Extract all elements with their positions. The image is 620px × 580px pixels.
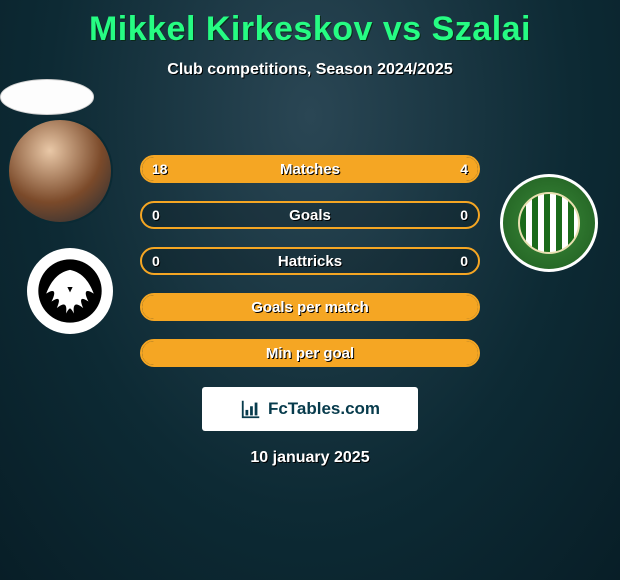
club-left-crest <box>27 248 113 334</box>
stat-value-left: 0 <box>152 253 160 269</box>
stat-value-right: 4 <box>460 161 468 177</box>
subtitle: Club competitions, Season 2024/2025 <box>0 61 620 79</box>
stat-bar: 0 0Hattricks <box>140 247 480 275</box>
stat-bar: Min per goal <box>140 339 480 367</box>
brand-text: FcTables.com <box>268 399 380 419</box>
stat-bar: 0 0Goals <box>140 201 480 229</box>
stat-value-left: 18 <box>152 161 168 177</box>
stat-bar: 184Matches <box>140 155 480 183</box>
stat-value-right: 0 <box>460 253 468 269</box>
stat-bars: 184Matches00Goals00HattricksGoals per ma… <box>140 155 480 367</box>
stat-label: Hattricks <box>142 253 478 270</box>
club-right-crest <box>500 174 598 272</box>
date-label: 10 january 2025 <box>0 449 620 467</box>
player-left-avatar <box>7 118 113 224</box>
brand-box[interactable]: FcTables.com <box>202 387 418 431</box>
bar-fill-left <box>142 295 478 319</box>
chart-icon <box>240 398 262 420</box>
stat-label: Goals <box>142 207 478 224</box>
page-title: Mikkel Kirkeskov vs Szalai <box>0 0 620 49</box>
stat-value-right: 0 <box>460 207 468 223</box>
bar-fill-left <box>142 157 404 181</box>
bar-fill-left <box>142 341 478 365</box>
eagle-icon <box>37 258 103 324</box>
stat-bar: Goals per match <box>140 293 480 321</box>
player-right-avatar <box>0 79 94 115</box>
stat-value-left: 0 <box>152 207 160 223</box>
